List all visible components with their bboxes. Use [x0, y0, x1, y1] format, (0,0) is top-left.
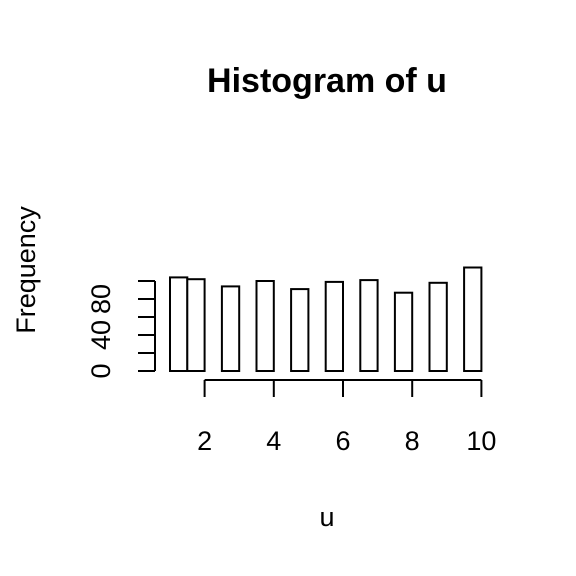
x-tick-label-10: 10 — [466, 426, 496, 456]
histogram-bar-6 — [324, 280, 345, 372]
x-axis-label: u — [319, 502, 334, 532]
histogram-bar-2 — [186, 278, 206, 373]
y-tick-label-0: 0 — [86, 363, 116, 378]
y-tick-label-40: 40 — [86, 320, 116, 350]
x-tick-label-2: 2 — [197, 426, 212, 456]
x-tick-label-6: 6 — [335, 426, 350, 456]
histogram-bar-4 — [255, 280, 275, 372]
histogram-bar-7 — [359, 279, 379, 373]
histogram-bar-8 — [393, 291, 414, 373]
histogram-bar-10 — [463, 266, 483, 372]
histogram-bar-3 — [220, 285, 241, 372]
histogram-bar-1 — [169, 276, 189, 372]
y-axis: 0 40 80 — [86, 280, 156, 379]
histogram-bar-9 — [428, 281, 448, 372]
histogram-bar-5 — [290, 288, 310, 373]
y-axis-label: Frequency — [11, 206, 41, 334]
chart-title: Histogram of u — [207, 62, 447, 100]
x-axis: 2 4 6 8 10 — [197, 379, 496, 456]
x-tick-label-8: 8 — [405, 426, 420, 456]
y-tick-label-80: 80 — [86, 284, 116, 314]
histogram-bars — [169, 266, 483, 373]
x-tick-label-4: 4 — [266, 426, 281, 456]
